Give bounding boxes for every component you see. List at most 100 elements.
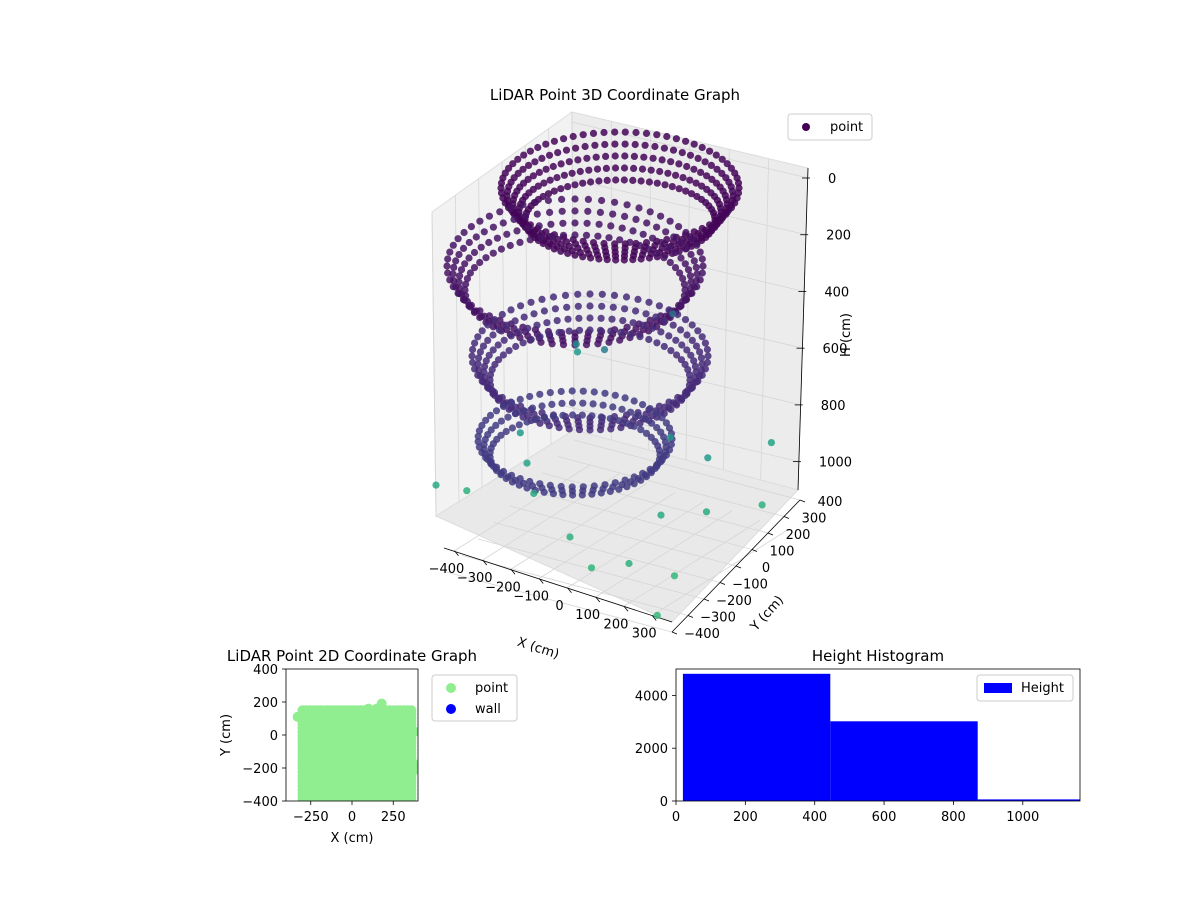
data-point-3d xyxy=(463,487,471,495)
data-point-3d xyxy=(499,351,507,359)
data-point-3d xyxy=(658,456,666,464)
data-point-3d xyxy=(694,377,702,385)
chart-histogram: Height Histogram 0 200 400 600 800 1000 0 2000 4… xyxy=(635,647,1081,825)
data-point-2d xyxy=(297,726,308,737)
data-point-3d xyxy=(489,249,497,257)
data-point-3d xyxy=(449,241,457,249)
data-point-3d xyxy=(682,295,690,304)
data-point-3d xyxy=(584,195,593,203)
data-point-3d xyxy=(699,262,707,270)
y-tick-label-2d: 200 xyxy=(253,696,278,711)
data-point-3d xyxy=(662,419,671,427)
data-point-3d xyxy=(526,147,535,155)
data-point-3d xyxy=(630,152,639,160)
data-point-3d xyxy=(691,362,700,370)
data-point-3d xyxy=(665,243,673,251)
data-point-3d xyxy=(481,362,489,370)
x-tick-label-histogram: 200 xyxy=(733,810,758,825)
data-point-3d xyxy=(560,135,568,143)
y-tick-label-3d: 200 xyxy=(786,528,811,543)
data-point-2d xyxy=(310,792,321,801)
data-point-3d xyxy=(471,339,479,347)
data-point-3d xyxy=(681,260,689,268)
data-point-3d xyxy=(546,481,554,489)
data-point-3d xyxy=(497,417,505,425)
data-point-3d xyxy=(565,327,573,335)
data-point-3d xyxy=(630,164,638,172)
data-point-3d xyxy=(516,395,524,403)
data-point-3d xyxy=(511,410,519,418)
y-tick-label-2d: 400 xyxy=(253,663,278,678)
data-point-3d xyxy=(609,403,617,411)
data-point-3d xyxy=(646,405,654,413)
data-point-3d xyxy=(585,166,593,174)
x-tick-label-3d: −400 xyxy=(429,562,465,577)
grid-line-3d xyxy=(557,456,785,517)
z-tick-label-3d: 1000 xyxy=(819,456,852,471)
data-point-3d xyxy=(562,146,571,154)
data-point-3d xyxy=(677,238,685,247)
data-point-3d xyxy=(718,213,726,221)
data-point-3d xyxy=(688,289,696,297)
data-point-3d xyxy=(637,426,645,434)
data-point-3d xyxy=(641,141,649,149)
data-point-3d xyxy=(594,232,602,240)
data-point-3d xyxy=(467,223,475,231)
data-point-3d xyxy=(506,241,514,250)
histogram-title: Height Histogram xyxy=(812,647,944,665)
chart-3d: LiDAR Point 3D Coordinate Graph −400−300… xyxy=(429,86,873,662)
data-point-3d xyxy=(537,234,545,242)
data-point-3d xyxy=(487,426,495,434)
data-point-3d xyxy=(652,313,660,321)
data-point-3d xyxy=(625,559,633,568)
data-point-3d xyxy=(727,204,736,212)
data-point-3d xyxy=(678,149,686,157)
data-point-3d xyxy=(500,336,508,344)
data-point-3d xyxy=(679,275,687,283)
data-point-3d xyxy=(669,321,677,329)
grid-line-3d xyxy=(760,158,770,481)
data-point-3d xyxy=(639,401,647,409)
data-point-3d xyxy=(531,416,539,424)
data-point-3d xyxy=(579,179,587,187)
grid-line-3d xyxy=(567,501,704,589)
data-point-3d xyxy=(568,483,576,491)
data-point-3d xyxy=(520,407,528,415)
data-point-3d xyxy=(540,179,548,187)
data-point-3d xyxy=(698,371,706,379)
data-point-3d xyxy=(642,129,651,137)
data-point-3d xyxy=(698,255,706,263)
data-point-3d xyxy=(583,154,591,162)
data-point-2d xyxy=(371,730,382,740)
data-point-3d xyxy=(559,231,568,239)
data-point-3d xyxy=(516,429,524,437)
data-point-3d xyxy=(479,342,488,350)
data-point-3d xyxy=(642,429,651,437)
data-point-3d xyxy=(470,308,479,316)
data-point-3d xyxy=(557,185,565,193)
data-point-3d xyxy=(581,142,589,151)
data-point-3d xyxy=(728,187,737,195)
y-tick-3d xyxy=(799,499,806,503)
data-point-3d xyxy=(635,204,643,212)
data-point-3d xyxy=(477,243,485,251)
data-point-3d xyxy=(475,354,483,362)
grid-line-3d xyxy=(541,472,769,534)
data-point-3d xyxy=(536,390,544,398)
data-point-3d xyxy=(638,165,647,173)
data-point-3d xyxy=(641,415,650,423)
data-point-3d xyxy=(601,140,609,149)
data-point-3d xyxy=(690,257,698,265)
data-point-3d xyxy=(601,481,609,489)
data-point-3d xyxy=(723,160,731,168)
data-point-3d xyxy=(621,128,629,136)
data-point-3d xyxy=(645,245,653,253)
data-point-3d xyxy=(505,405,513,413)
data-point-3d xyxy=(598,290,606,298)
data-point-3d xyxy=(558,399,566,407)
chart-2d: LiDAR Point 2D Coordinate Graph −250 0 250… xyxy=(219,647,518,846)
data-point-3d xyxy=(557,482,565,491)
data-point-3d xyxy=(643,219,651,227)
data-point-3d xyxy=(622,293,631,301)
data-point-3d xyxy=(662,228,670,236)
